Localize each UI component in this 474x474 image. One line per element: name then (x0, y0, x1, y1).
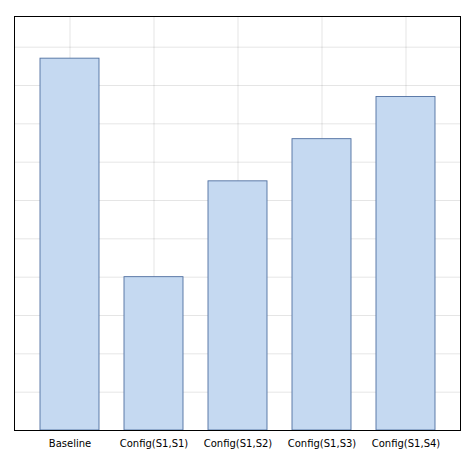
svg-text:Baseline: Baseline (49, 438, 91, 449)
svg-text:Config(S1,S1): Config(S1,S1) (120, 438, 189, 449)
svg-text:Config(S1,S3): Config(S1,S3) (288, 438, 357, 449)
svg-text:Config(S1,S2): Config(S1,S2) (204, 438, 273, 449)
svg-text:Config(S1,S4): Config(S1,S4) (372, 438, 441, 449)
